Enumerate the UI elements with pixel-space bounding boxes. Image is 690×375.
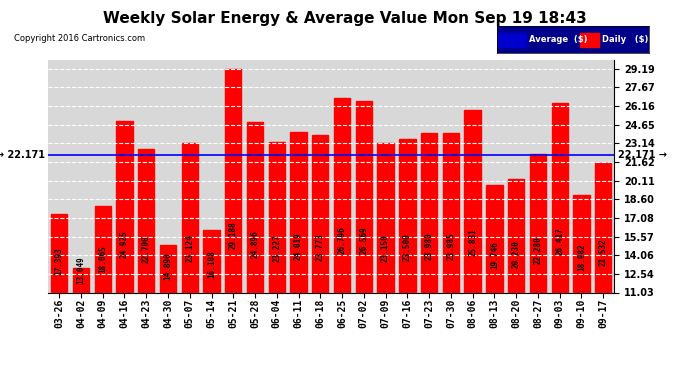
Text: Average  ($): Average ($) xyxy=(529,35,587,44)
Bar xyxy=(312,135,328,292)
Text: 16.108: 16.108 xyxy=(207,250,216,278)
FancyBboxPatch shape xyxy=(498,33,526,47)
Text: 17.393: 17.393 xyxy=(55,247,63,275)
Text: 23.985: 23.985 xyxy=(446,232,455,260)
Bar xyxy=(443,133,459,292)
Bar xyxy=(551,103,568,292)
Text: → 22.171: → 22.171 xyxy=(0,150,45,160)
Text: Weekly Solar Energy & Average Value Mon Sep 19 18:43: Weekly Solar Energy & Average Value Mon … xyxy=(103,11,587,26)
Text: 29.188: 29.188 xyxy=(229,221,238,249)
Text: 23.500: 23.500 xyxy=(403,233,412,261)
Bar xyxy=(138,149,155,292)
Text: 26.569: 26.569 xyxy=(359,226,368,254)
Bar xyxy=(573,195,590,292)
Bar xyxy=(247,122,263,292)
Text: 20.230: 20.230 xyxy=(512,241,521,268)
Text: 19.746: 19.746 xyxy=(490,242,499,270)
Text: 23.773: 23.773 xyxy=(316,233,325,261)
Bar xyxy=(377,143,394,292)
Text: Copyright 2016 Cartronics.com: Copyright 2016 Cartronics.com xyxy=(14,34,145,43)
Bar xyxy=(268,142,285,292)
Text: 26.796: 26.796 xyxy=(337,226,346,254)
Bar xyxy=(95,206,111,292)
Bar xyxy=(355,101,372,292)
Bar xyxy=(530,154,546,292)
Text: 23.227: 23.227 xyxy=(273,234,282,262)
Bar xyxy=(334,98,351,292)
Text: 18.982: 18.982 xyxy=(577,243,586,271)
FancyBboxPatch shape xyxy=(580,33,598,47)
Bar xyxy=(421,133,437,292)
Bar xyxy=(204,230,219,292)
Bar xyxy=(595,163,611,292)
Text: 23.980: 23.980 xyxy=(424,232,433,260)
Text: 22.700: 22.700 xyxy=(141,235,150,263)
Text: 24.925: 24.925 xyxy=(120,230,129,258)
Text: Daily   ($): Daily ($) xyxy=(602,35,648,44)
Bar xyxy=(486,185,502,292)
Bar xyxy=(508,179,524,292)
Bar xyxy=(225,69,241,292)
Text: 24.019: 24.019 xyxy=(294,232,303,260)
Text: 14.890: 14.890 xyxy=(164,252,172,280)
Text: 25.831: 25.831 xyxy=(468,228,477,256)
Text: 22.171 →: 22.171 → xyxy=(618,150,667,160)
Text: 26.417: 26.417 xyxy=(555,227,564,255)
Bar xyxy=(464,110,481,292)
Text: 22.280: 22.280 xyxy=(533,236,542,264)
Text: 13.049: 13.049 xyxy=(77,256,86,284)
Text: 21.532: 21.532 xyxy=(599,238,608,266)
Bar xyxy=(72,268,89,292)
Bar xyxy=(290,132,307,292)
Bar xyxy=(160,245,176,292)
Bar xyxy=(400,139,415,292)
Bar xyxy=(51,214,68,292)
Text: 18.065: 18.065 xyxy=(98,246,107,273)
Text: 23.124: 23.124 xyxy=(185,234,195,262)
Bar xyxy=(181,144,198,292)
Text: 24.896: 24.896 xyxy=(250,230,259,258)
Text: 23.150: 23.150 xyxy=(381,234,390,262)
Bar xyxy=(117,121,132,292)
